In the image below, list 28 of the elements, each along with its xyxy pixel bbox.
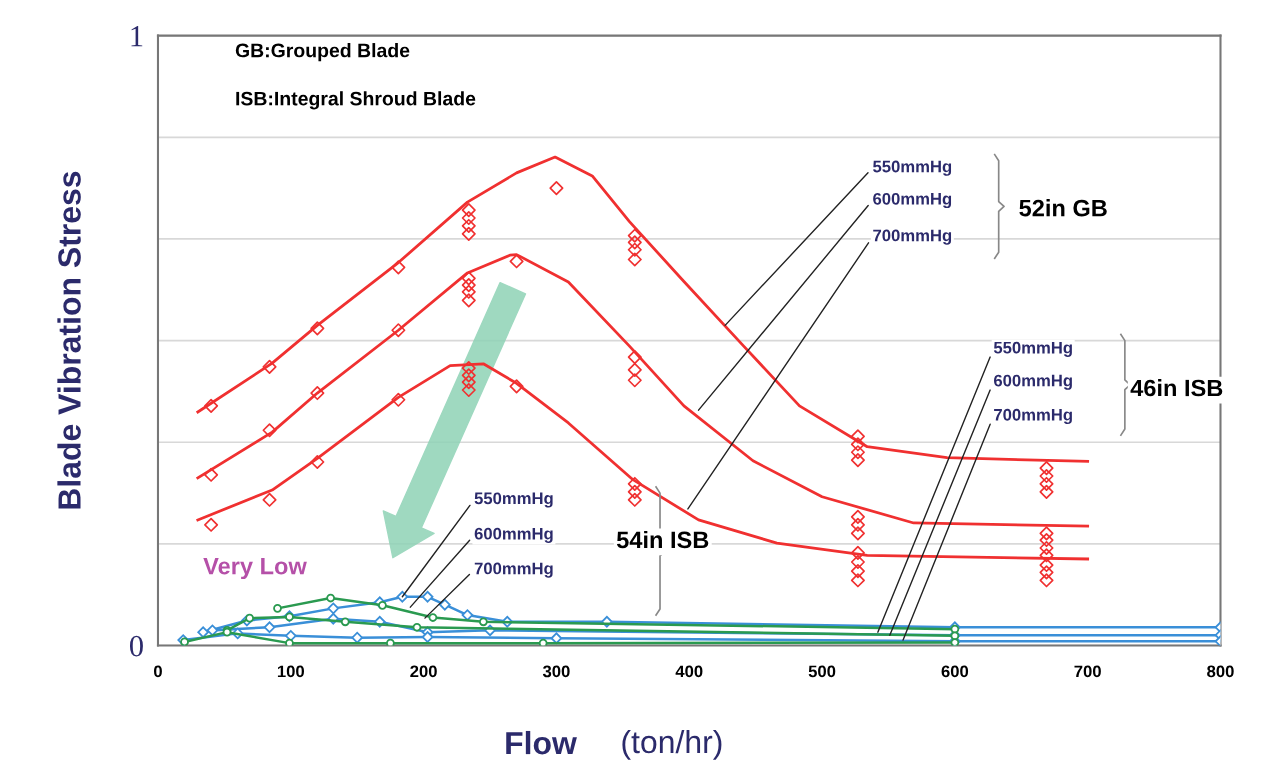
- annotation: 52in GB: [1019, 199, 1107, 217]
- annotation: 600mmHg: [873, 192, 952, 209]
- x-tick-label: 0: [154, 665, 162, 678]
- annotation: 550mmHg: [474, 492, 553, 508]
- text: (ton/hr): [622, 729, 722, 760]
- annotation: Very Low: [203, 557, 307, 580]
- x-tick-label: 300: [542, 665, 570, 678]
- annotation: 700mmHg: [994, 408, 1072, 425]
- annotation: GB:Grouped Blade: [235, 43, 410, 62]
- x-tick-label: 800: [1207, 665, 1234, 678]
- annotation: 600mmHg: [474, 527, 553, 543]
- x-tick-label: 600: [941, 665, 969, 678]
- x-axis-title: Flow: [506, 730, 577, 755]
- x-tick-label: 200: [410, 665, 437, 678]
- annotation: 550mmHg: [873, 160, 952, 176]
- x-tick-label: 500: [808, 665, 836, 678]
- annotation: 700mmHg: [873, 229, 952, 245]
- x-tick-label: 100: [277, 665, 305, 678]
- x-tick-label: 700: [1074, 665, 1101, 678]
- y-tick-label: 1: [131, 26, 143, 47]
- annotation: 46in ISB: [1130, 379, 1223, 397]
- annotation: 550mmHg: [993, 341, 1072, 357]
- annotation: 600mmHg: [993, 374, 1072, 390]
- annotation: 54in ISB: [616, 530, 709, 549]
- y-axis-title: Blade Vibration Stress: [57, 171, 81, 509]
- annotation: 700mmHg: [474, 562, 553, 578]
- x-tick-label: 400: [675, 665, 703, 678]
- annotation: ISB:Integral Shroud Blade: [236, 91, 476, 110]
